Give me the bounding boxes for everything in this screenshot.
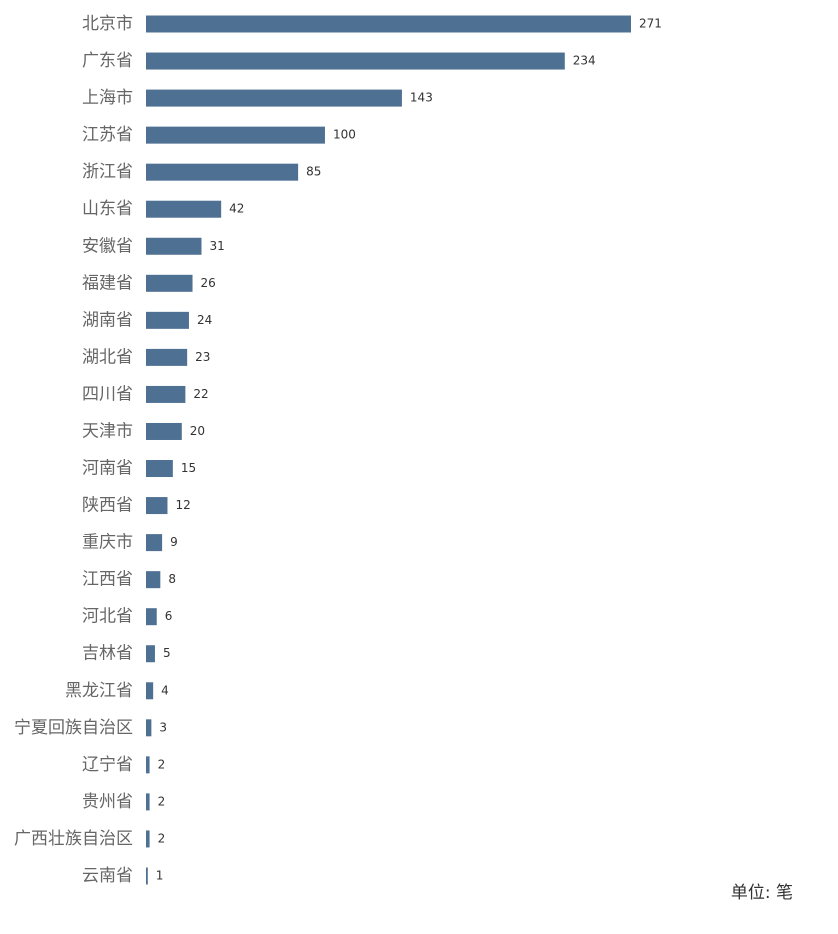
- bar: [146, 756, 150, 774]
- category-label: 北京市: [82, 14, 133, 34]
- bar: [146, 52, 565, 70]
- bar: [146, 645, 155, 663]
- value-label: 100: [333, 128, 356, 142]
- value-label: 4: [161, 683, 169, 697]
- category-label: 四川省: [82, 384, 133, 404]
- value-label: 15: [181, 461, 196, 475]
- bar: [146, 89, 402, 107]
- bar: [146, 460, 173, 478]
- category-label: 江苏省: [82, 125, 133, 145]
- bar: [146, 422, 182, 440]
- category-label: 黑龙江省: [65, 681, 133, 701]
- value-label: 8: [168, 572, 176, 586]
- value-label: 1: [156, 869, 164, 883]
- bar: [146, 126, 325, 144]
- category-label: 天津市: [82, 421, 133, 441]
- bar: [146, 534, 163, 552]
- category-label: 吉林省: [82, 644, 133, 664]
- category-label: 陕西省: [82, 496, 133, 516]
- bar: [146, 274, 193, 292]
- category-label: 上海市: [82, 88, 133, 108]
- value-label: 2: [158, 757, 166, 771]
- bar: [146, 348, 188, 366]
- bar: [146, 385, 186, 403]
- category-label: 重庆市: [82, 533, 133, 553]
- value-label: 3: [159, 720, 167, 734]
- category-label: 辽宁省: [82, 755, 133, 775]
- value-label: 271: [639, 17, 662, 31]
- value-label: 26: [201, 276, 216, 290]
- category-label: 浙江省: [82, 162, 133, 182]
- category-label: 湖北省: [82, 347, 133, 367]
- category-label: 湖南省: [82, 310, 133, 330]
- bar: [146, 15, 631, 33]
- bar: [146, 830, 150, 848]
- value-label: 6: [165, 609, 173, 623]
- bar: [146, 237, 202, 255]
- value-label: 12: [175, 498, 190, 512]
- category-label: 广西壮族自治区: [14, 829, 133, 849]
- bar: [146, 682, 154, 700]
- value-label: 20: [190, 424, 205, 438]
- value-label: 24: [197, 313, 212, 327]
- category-label: 江西省: [82, 570, 133, 590]
- value-label: 5: [163, 646, 171, 660]
- bar: [146, 163, 299, 181]
- bar: [146, 608, 157, 626]
- bar: [146, 311, 189, 329]
- value-label: 42: [229, 202, 244, 216]
- category-label: 河南省: [82, 459, 133, 479]
- bar: [146, 571, 161, 589]
- category-label: 安徽省: [82, 236, 133, 256]
- value-label: 2: [158, 794, 166, 808]
- bar: [146, 497, 168, 515]
- value-label: 143: [410, 91, 433, 105]
- category-label: 广东省: [82, 51, 133, 71]
- category-label: 贵州省: [82, 792, 133, 812]
- category-label: 河北省: [82, 607, 133, 627]
- category-label: 山东省: [82, 199, 133, 219]
- bar: [146, 719, 152, 737]
- unit-label: 单位: 笔: [731, 883, 793, 903]
- value-label: 9: [170, 535, 178, 549]
- category-label: 福建省: [82, 273, 133, 293]
- value-label: 85: [306, 165, 321, 179]
- value-label: 22: [193, 387, 208, 401]
- value-label: 234: [573, 54, 596, 68]
- value-label: 31: [209, 239, 224, 253]
- category-label: 云南省: [82, 866, 133, 886]
- bar: [146, 200, 222, 218]
- value-label: 2: [158, 831, 166, 845]
- bar: [146, 867, 148, 885]
- bar: [146, 793, 150, 811]
- value-label: 23: [195, 350, 210, 364]
- category-label: 宁夏回族自治区: [14, 718, 133, 738]
